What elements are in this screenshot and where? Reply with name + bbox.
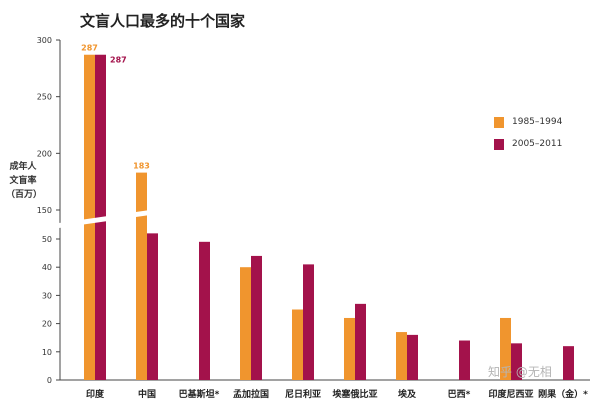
- bar: [303, 264, 314, 380]
- x-tick-label: 巴基斯坦*: [179, 388, 220, 400]
- legend-item: 1985–1994: [494, 115, 562, 129]
- y-axis-label: 成年人 文盲率 （百万）: [6, 160, 43, 202]
- bar: [147, 233, 158, 380]
- data-label: 287: [81, 44, 98, 53]
- chart-title: 文盲人口最多的十个国家: [80, 12, 246, 30]
- bar: [344, 317, 355, 380]
- y-tick-label: 30: [42, 291, 52, 300]
- x-tick-label: 埃及: [398, 388, 417, 400]
- bar: [500, 317, 511, 380]
- x-tick-label: 孟加拉国: [233, 388, 269, 400]
- y-tick-label: 150: [37, 206, 52, 215]
- y-axis-label-line: 文盲率: [9, 176, 37, 186]
- bar: [407, 334, 418, 380]
- y-tick-label: 0: [47, 376, 52, 385]
- bar: [459, 340, 470, 380]
- legend: 1985–1994 2005–2011: [494, 115, 562, 159]
- x-tick-label: 印度尼西亚: [488, 388, 533, 400]
- legend-label: 2005–2011: [512, 139, 563, 149]
- bar: [292, 309, 303, 380]
- legend-item: 2005–2011: [494, 137, 562, 151]
- legend-swatch: [494, 116, 504, 128]
- watermark: 知乎 @无相: [488, 365, 552, 379]
- y-axis-label-line: 成年人: [9, 162, 37, 172]
- x-tick-label: 巴西*: [448, 389, 471, 400]
- bar: [563, 346, 574, 380]
- x-tick-label: 中国: [138, 388, 156, 400]
- bar: [199, 241, 210, 380]
- bar: [136, 172, 147, 380]
- x-tick-label: 印度: [86, 388, 105, 400]
- bar: [396, 332, 407, 380]
- data-label: 287: [110, 56, 127, 65]
- data-label: 183: [133, 162, 150, 171]
- bar: [240, 267, 251, 380]
- y-tick-label: 50: [42, 235, 52, 244]
- legend-swatch: [494, 138, 504, 150]
- y-tick-label: 200: [37, 149, 52, 158]
- bar: [355, 303, 366, 380]
- x-tick-label: 尼日利亚: [285, 388, 321, 400]
- x-tick-label: 埃塞俄比亚: [332, 388, 377, 400]
- y-tick-label: 40: [42, 263, 52, 272]
- y-tick-label: 20: [42, 320, 52, 329]
- y-tick-label: 250: [37, 93, 52, 102]
- bar: [251, 255, 262, 380]
- axis-break: [52, 210, 150, 229]
- y-axis-label-line: （百万）: [6, 190, 43, 200]
- bar: [511, 343, 522, 380]
- legend-label: 1985–1994: [512, 117, 563, 127]
- bar: [84, 54, 95, 380]
- x-tick-label: 刚果（金）*: [538, 388, 588, 400]
- y-tick-label: 10: [42, 348, 52, 357]
- y-tick-label: 300: [37, 36, 52, 45]
